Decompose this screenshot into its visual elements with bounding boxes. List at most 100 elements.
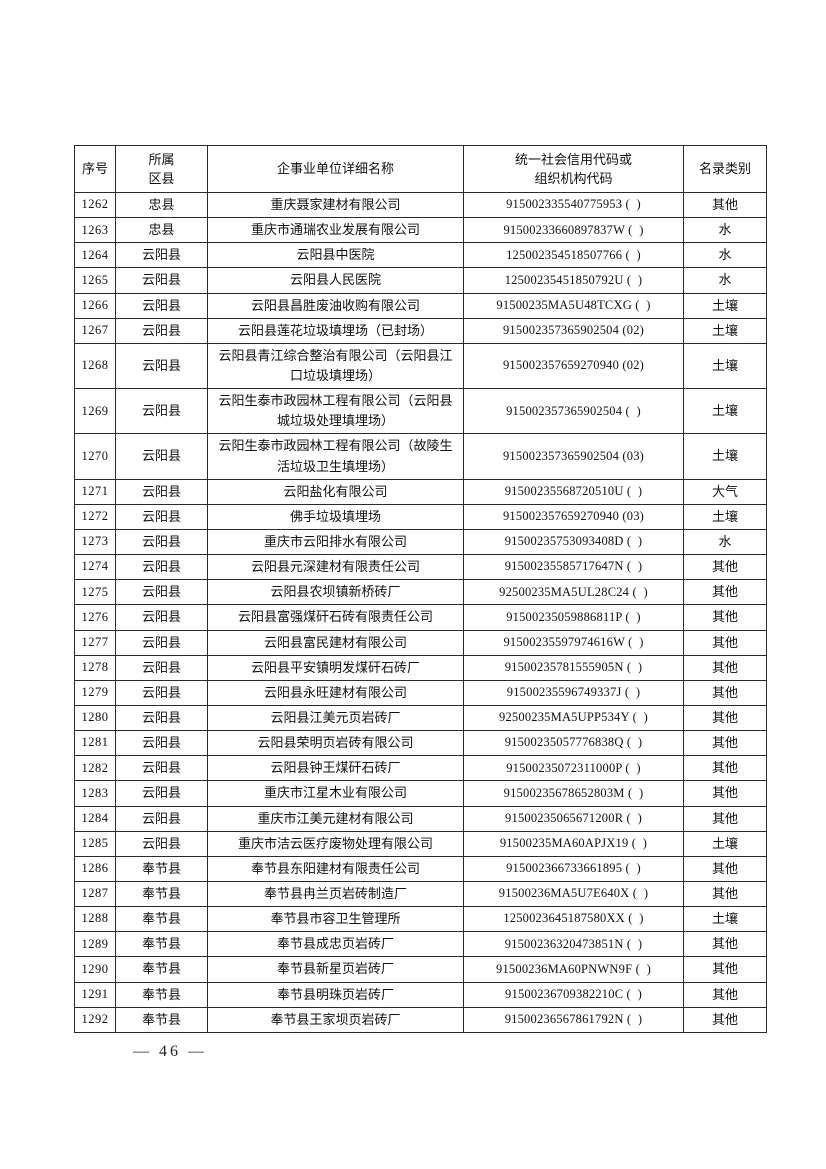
table-row: 1284 云阳县 重庆市江美元建材有限公司 91500235065671200R… <box>74 805 767 832</box>
cell-category: 其他 <box>683 931 767 958</box>
cell-credit-code: 91500236709382210C ( ) <box>463 981 684 1008</box>
cell-credit-code: 915002357365902504 (03) <box>463 433 684 480</box>
cell-unit-name: 佛手垃圾填埋场 <box>207 503 464 530</box>
cell-credit-code: 91500235MA5U48TCXG ( ) <box>463 292 684 319</box>
cell-credit-code: 125002354518507766 ( ) <box>463 242 684 269</box>
cell-credit-code: 915002357659270940 (03) <box>463 503 684 530</box>
table-body: 1262 忠县 重庆聂家建材有限公司 915002335540775953 ( … <box>74 191 767 1033</box>
cell-unit-name: 云阳盐化有限公司 <box>207 478 464 505</box>
cell-district: 云阳县 <box>115 528 208 556</box>
header-credit-code-line1: 统一社会信用代码或 <box>514 151 632 167</box>
table-row: 1286 奉节县 奉节县东阳建材有限责任公司 91500236673366189… <box>74 855 767 882</box>
cell-credit-code: 91500235MA60APJX19 ( ) <box>463 830 684 857</box>
cell-credit-code: 915002357365902504 (02) <box>463 317 684 344</box>
cell-credit-code: 91500235059886811P ( ) <box>463 604 684 631</box>
cell-category: 其他 <box>683 730 767 757</box>
cell-category: 其他 <box>683 679 767 706</box>
cell-serial-number: 1268 <box>74 342 116 390</box>
table-row: 1292 奉节县 奉节县王家坝页岩砖厂 91500236567861792N (… <box>74 1006 767 1033</box>
cell-category: 水 <box>683 242 767 269</box>
header-serial: 序号 <box>74 145 116 193</box>
cell-credit-code: 91500236567861792N ( ) <box>463 1006 684 1033</box>
cell-serial-number: 1269 <box>74 388 116 435</box>
cell-serial-number: 1273 <box>74 528 116 556</box>
cell-district: 云阳县 <box>115 554 208 581</box>
cell-credit-code: 92500235MA5UL28C24 ( ) <box>463 579 684 606</box>
cell-district: 云阳县 <box>115 317 208 344</box>
cell-unit-name: 奉节县新星页岩砖厂 <box>207 956 464 983</box>
cell-unit-name: 云阳县富强煤矸石砖有限责任公司 <box>207 604 464 631</box>
cell-category: 土壤 <box>683 388 767 435</box>
cell-category: 其他 <box>683 604 767 631</box>
cell-district: 云阳县 <box>115 830 208 857</box>
table-row: 1272 云阳县 佛手垃圾填埋场 915002357659270940 (03)… <box>74 503 767 530</box>
cell-serial-number: 1263 <box>74 217 116 244</box>
cell-district: 奉节县 <box>115 931 208 958</box>
cell-unit-name: 重庆市洁云医疗废物处理有限公司 <box>207 830 464 857</box>
table-row: 1264 云阳县 云阳县中医院 125002354518507766 ( ) 水 <box>74 242 767 269</box>
cell-unit-name: 奉节县成忠页岩砖厂 <box>207 931 464 958</box>
cell-district: 云阳县 <box>115 654 208 681</box>
table-row: 1274 云阳县 云阳县元深建材有限责任公司 91500235585717647… <box>74 554 767 581</box>
cell-serial-number: 1283 <box>74 780 116 807</box>
cell-unit-name: 奉节县东阳建材有限责任公司 <box>207 855 464 882</box>
cell-serial-number: 1290 <box>74 956 116 983</box>
cell-unit-name: 云阳县富民建材有限公司 <box>207 629 464 656</box>
cell-credit-code: 91500235065671200R ( ) <box>463 805 684 832</box>
table-row: 1287 奉节县 奉节县冉兰页岩砖制造厂 91500236MA5U7E640X … <box>74 880 767 908</box>
cell-category: 其他 <box>683 554 767 581</box>
cell-serial-number: 1275 <box>74 579 116 606</box>
cell-serial-number: 1265 <box>74 267 116 294</box>
cell-serial-number: 1288 <box>74 906 116 933</box>
cell-credit-code: 92500235MA5UPP534Y ( ) <box>463 704 684 732</box>
cell-unit-name: 重庆市江美元建材有限公司 <box>207 805 464 832</box>
table-row: 1285 云阳县 重庆市洁云医疗废物处理有限公司 91500235MA60APJ… <box>74 830 767 857</box>
header-unit-name: 企事业单位详细名称 <box>207 145 464 193</box>
cell-unit-name: 云阳县昌胜废油收购有限公司 <box>207 292 464 319</box>
cell-district: 奉节县 <box>115 956 208 983</box>
header-district-line2: 区县 <box>148 171 175 186</box>
cell-credit-code: 12500235451850792U ( ) <box>463 267 684 294</box>
cell-serial-number: 1278 <box>74 654 116 681</box>
cell-category: 其他 <box>683 855 767 882</box>
table-row: 1278 云阳县 云阳县平安镇明发煤矸石砖厂 91500235781555905… <box>74 654 767 681</box>
cell-credit-code: 915002357365902504 ( ) <box>463 388 684 435</box>
table-row: 1267 云阳县 云阳县莲花垃圾填埋场（已封场） 915002357365902… <box>74 317 767 344</box>
cell-credit-code: 91500236MA60PNWN9F ( ) <box>463 956 684 983</box>
cell-credit-code: 91500235057776838Q ( ) <box>463 730 684 757</box>
cell-category: 其他 <box>683 755 767 782</box>
cell-category: 水 <box>683 528 767 556</box>
table-row: 1265 云阳县 云阳县人民医院 12500235451850792U ( ) … <box>74 267 767 294</box>
cell-credit-code: 91500235596749337J ( ) <box>463 679 684 706</box>
cell-category: 其他 <box>683 981 767 1008</box>
cell-unit-name: 奉节县王家坝页岩砖厂 <box>207 1006 464 1033</box>
cell-credit-code: 915002335540775953 ( ) <box>463 191 684 219</box>
cell-serial-number: 1282 <box>74 755 116 782</box>
cell-serial-number: 1286 <box>74 855 116 882</box>
cell-district: 云阳县 <box>115 704 208 732</box>
table-row: 1270 云阳县 云阳生泰市政园林工程有限公司（故陵生活垃圾卫生填埋场） 915… <box>74 433 767 480</box>
cell-unit-name: 奉节县明珠页岩砖厂 <box>207 981 464 1008</box>
cell-unit-name: 云阳县平安镇明发煤矸石砖厂 <box>207 654 464 681</box>
table-row: 1279 云阳县 云阳县永旺建材有限公司 91500235596749337J … <box>74 679 767 706</box>
cell-serial-number: 1262 <box>74 191 116 219</box>
cell-unit-name: 云阳县江美元页岩砖厂 <box>207 704 464 732</box>
cell-category: 土壤 <box>683 342 767 390</box>
table-row: 1262 忠县 重庆聂家建材有限公司 915002335540775953 ( … <box>74 191 767 219</box>
header-credit-code-line2: 组织机构代码 <box>534 171 613 186</box>
table-row: 1291 奉节县 奉节县明珠页岩砖厂 91500236709382210C ( … <box>74 981 767 1008</box>
cell-district: 奉节县 <box>115 981 208 1008</box>
cell-unit-name: 云阳县元深建材有限责任公司 <box>207 554 464 581</box>
table-row: 1275 云阳县 云阳县农坝镇新桥砖厂 92500235MA5UL28C24 (… <box>74 579 767 606</box>
table-row: 1276 云阳县 云阳县富强煤矸石砖有限责任公司 915002350598868… <box>74 604 767 631</box>
cell-credit-code: 1250023645187580XX ( ) <box>463 906 684 933</box>
enterprise-directory-table: 序号 所属 区县 企事业单位详细名称 统一社会信用代码或 组织机构代码 名录类别… <box>74 145 767 1033</box>
table-row: 1280 云阳县 云阳县江美元页岩砖厂 92500235MA5UPP534Y (… <box>74 704 767 732</box>
cell-category: 其他 <box>683 654 767 681</box>
cell-district: 忠县 <box>115 217 208 244</box>
cell-unit-name: 重庆市通瑞农业发展有限公司 <box>207 217 464 244</box>
cell-district: 云阳县 <box>115 755 208 782</box>
cell-district: 云阳县 <box>115 388 208 435</box>
cell-unit-name: 奉节县冉兰页岩砖制造厂 <box>207 880 464 908</box>
